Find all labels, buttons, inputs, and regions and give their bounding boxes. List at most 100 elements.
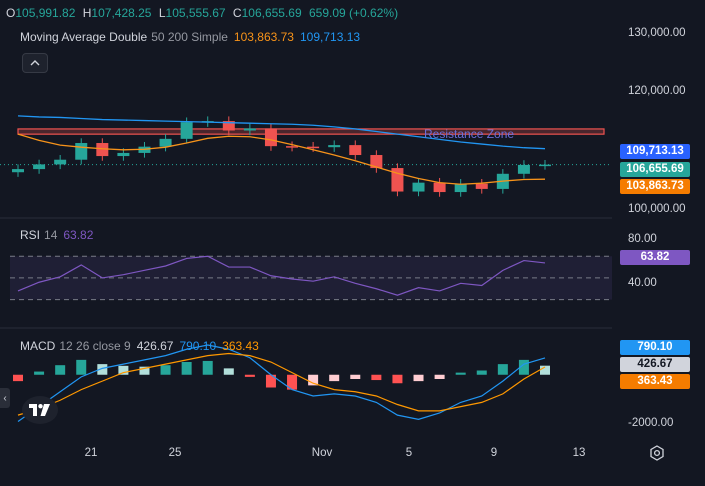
ma-legend-params: 50 200 Simple [151,30,228,44]
hist-value-box: 426.67 [620,357,690,372]
ma50-value: 103,863.73 [233,30,294,44]
rsi-legend[interactable]: RSI 14 63.82 [20,228,93,242]
ma50-price-box: 103,863.73 [620,179,690,194]
macd-value-box: 790.10 [620,340,690,355]
macd-histogram-bar [76,359,87,375]
close-value: 106,655.69 [241,6,302,20]
macd-histogram-bar [434,374,445,379]
candle [475,183,488,189]
macd-axis-label: -2000.00 [628,417,674,429]
macd-hist-value: 426.67 [136,339,174,353]
macd-legend-name: MACD [20,339,56,353]
close-label: C [232,6,242,20]
candle [433,182,446,193]
ma-legend-name: Moving Average Double [20,30,148,44]
gear-icon[interactable] [648,444,666,462]
macd-histogram-bar [350,374,361,379]
macd-histogram-bar [329,374,340,382]
candle [96,143,109,157]
low-value: 105,555.67 [165,6,226,20]
macd-histogram-bar [518,359,529,375]
price-axis-label: 100,000.00 [628,203,686,215]
macd-legend-params: 12 26 close 9 [59,339,131,353]
macd-histogram-bar [34,371,45,375]
rsi-legend-params: 14 [44,228,58,242]
date-axis-label: 25 [168,447,182,459]
macd-histogram-bar [55,365,66,375]
signal-line [17,352,546,416]
candle [180,122,193,139]
last-price-box: 106,655.69 [620,162,690,177]
ma200-price-box: 109,713.13 [620,144,690,159]
date-axis-label: 9 [490,447,498,459]
scroll-left-button[interactable]: ‹ [0,388,10,408]
high-value: 107,428.25 [91,6,152,20]
candle [264,128,277,147]
candle [222,121,235,131]
tradingview-logo[interactable] [22,396,58,424]
candle [539,164,551,167]
macd-histogram-bar [160,365,171,375]
macd-line-value: 790.10 [179,339,217,353]
price-axis-label: 130,000.00 [628,27,686,39]
collapse-legend-button[interactable] [22,53,48,73]
macd-histogram-bar [97,364,108,375]
candle [54,159,67,165]
change-value: 659.09 (+0.62%) [309,6,399,20]
rsi-axis-label: 80.00 [628,233,657,245]
macd-histogram-bar [13,374,23,382]
price-axis-label: 120,000.00 [628,85,686,97]
macd-histogram-bar [413,374,424,382]
macd-histogram-bar [455,372,466,375]
macd-line [17,344,546,422]
rsi-axis-label: 40.00 [628,277,657,289]
ma200-value: 109,713.13 [299,30,361,44]
candle [286,146,299,148]
macd-legend[interactable]: MACD 12 26 close 9 426.67 790.10 363.43 [20,339,259,353]
ma50-line [17,133,546,185]
macd-histogram-bar [392,374,403,384]
ohlc-legend: O105,991.82 H107,428.25 L105,555.67 C106… [6,6,402,20]
open-label: O [6,6,16,20]
rsi-value-box: 63.82 [620,250,690,265]
resistance-zone-label: Resistance Zone [424,127,515,141]
macd-histogram-bar [540,365,550,375]
ma200-line [17,115,546,150]
macd-signal-value: 363.43 [222,339,259,353]
candle [75,143,88,160]
date-axis-label: 5 [405,447,413,459]
macd-histogram-bar [265,374,276,388]
candle [33,164,46,170]
macd-histogram-bar [139,366,150,375]
high-label: H [82,6,92,20]
candle [307,146,320,149]
signal-value-box: 363.43 [620,374,690,389]
macd-histogram-bar [244,374,255,377]
candle [12,169,24,173]
macd-histogram-bar [308,374,319,386]
chevron-up-icon [30,60,40,66]
candle [117,152,130,157]
macd-histogram-bar [287,374,298,390]
low-label: L [158,6,166,20]
rsi-line [17,255,546,296]
candle [370,155,383,169]
candle [454,183,467,193]
candle [517,164,530,174]
date-axis-label: Nov [311,447,333,459]
macd-histogram-bar [223,368,234,375]
macd-histogram-bar [371,374,382,381]
ma-legend[interactable]: Moving Average Double 50 200 Simple 103,86… [20,30,360,44]
macd-histogram-bar [497,364,508,375]
macd-histogram-bar [476,370,487,375]
date-axis-label: 13 [572,447,586,459]
candle [159,138,172,147]
macd-histogram-bar [181,362,192,375]
candle [243,128,256,131]
date-axis-label: 21 [84,447,98,459]
macd-histogram-bar [118,365,129,375]
candle [328,145,341,148]
candle [412,182,425,192]
resistance-zone-box [17,128,605,135]
